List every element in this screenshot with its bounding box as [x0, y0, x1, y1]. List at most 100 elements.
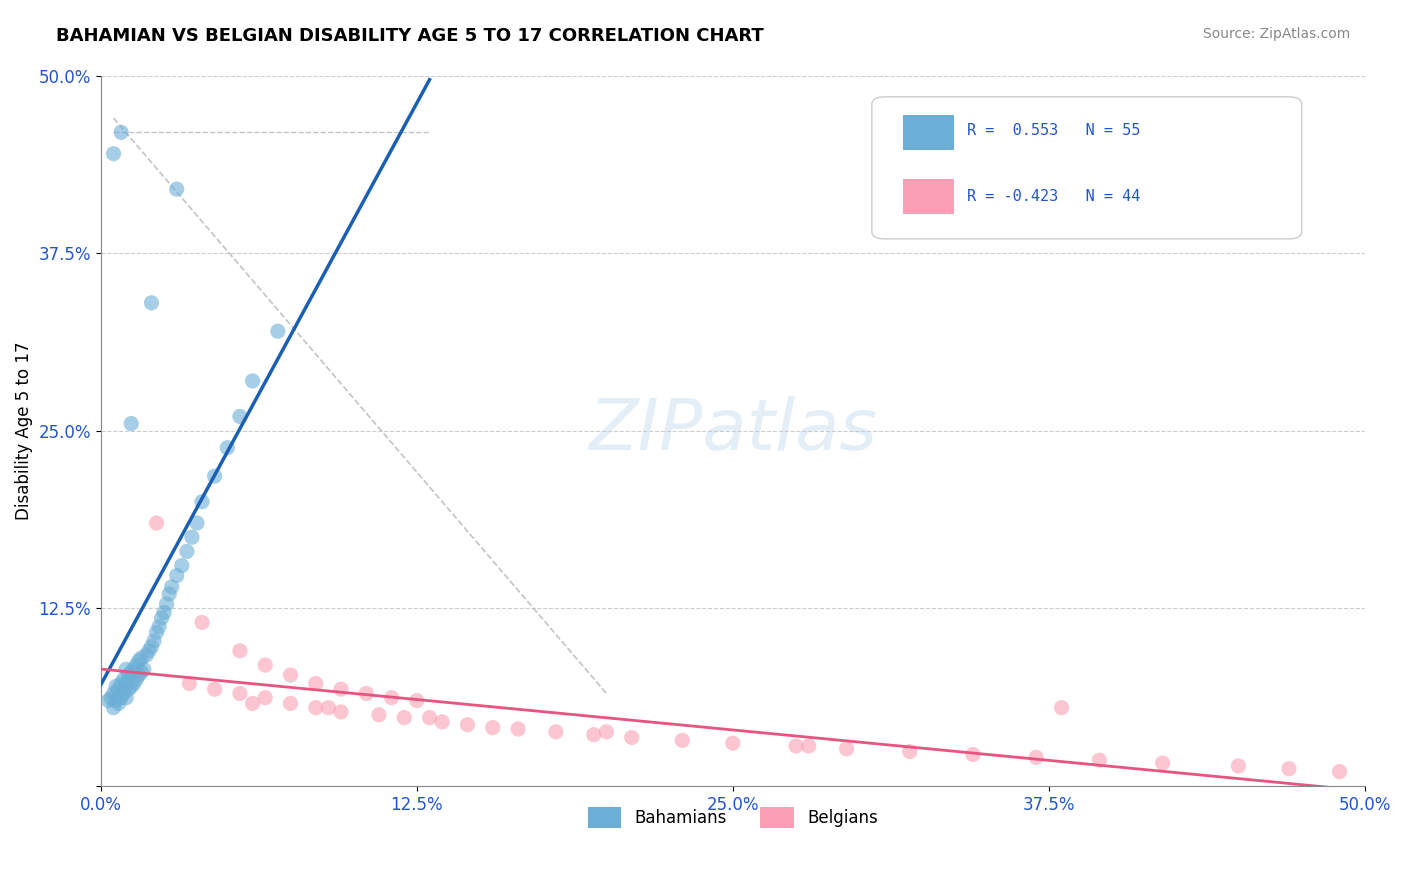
- Point: [204, 469, 226, 483]
- Point: [118, 682, 141, 697]
- Y-axis label: Disability Age 5 to 17: Disability Age 5 to 17: [15, 342, 32, 520]
- Point: [135, 648, 157, 662]
- Point: [721, 736, 744, 750]
- Point: [110, 676, 132, 690]
- Point: [132, 662, 155, 676]
- Text: Source: ZipAtlas.com: Source: ZipAtlas.com: [1202, 27, 1350, 41]
- Text: R = -0.423   N = 44: R = -0.423 N = 44: [967, 189, 1140, 203]
- Point: [785, 739, 807, 753]
- Point: [145, 625, 167, 640]
- Point: [112, 672, 135, 686]
- Point: [1050, 700, 1073, 714]
- Point: [962, 747, 984, 762]
- Point: [582, 728, 605, 742]
- Point: [145, 516, 167, 530]
- Point: [186, 516, 208, 530]
- Point: [128, 668, 150, 682]
- Point: [166, 568, 188, 582]
- Point: [430, 714, 453, 729]
- Point: [107, 697, 129, 711]
- Point: [506, 722, 529, 736]
- Point: [544, 724, 567, 739]
- Point: [131, 651, 153, 665]
- Point: [418, 710, 440, 724]
- Point: [229, 686, 252, 700]
- Point: [1227, 759, 1250, 773]
- Point: [229, 644, 252, 658]
- Point: [1278, 762, 1301, 776]
- Point: [1152, 756, 1174, 770]
- Point: [330, 682, 353, 697]
- Point: [153, 606, 176, 620]
- Point: [138, 644, 160, 658]
- Point: [131, 665, 153, 680]
- Point: [179, 676, 201, 690]
- Text: R =  0.553   N = 55: R = 0.553 N = 55: [967, 123, 1140, 138]
- Point: [150, 611, 173, 625]
- Point: [120, 665, 142, 680]
- Point: [103, 146, 125, 161]
- Point: [406, 693, 429, 707]
- Point: [115, 690, 138, 705]
- Point: [595, 724, 617, 739]
- Point: [103, 700, 125, 714]
- Point: [166, 182, 188, 196]
- Point: [107, 682, 129, 697]
- Point: [156, 597, 179, 611]
- Bar: [904, 114, 955, 150]
- Point: [1088, 753, 1111, 767]
- Point: [456, 717, 478, 731]
- Bar: [904, 178, 955, 214]
- Point: [115, 676, 138, 690]
- Point: [229, 409, 252, 424]
- Point: [120, 417, 142, 431]
- Point: [122, 676, 145, 690]
- Point: [148, 620, 170, 634]
- Point: [112, 686, 135, 700]
- Point: [254, 690, 277, 705]
- Point: [103, 686, 125, 700]
- Text: ZIPatlas: ZIPatlas: [588, 396, 877, 465]
- Point: [118, 668, 141, 682]
- Point: [141, 295, 163, 310]
- Point: [110, 125, 132, 139]
- Point: [204, 682, 226, 697]
- FancyBboxPatch shape: [872, 97, 1302, 239]
- Point: [280, 697, 302, 711]
- Point: [305, 700, 328, 714]
- Point: [125, 658, 148, 673]
- Point: [394, 710, 416, 724]
- Point: [191, 494, 214, 508]
- Point: [100, 690, 122, 705]
- Point: [356, 686, 378, 700]
- Point: [671, 733, 693, 747]
- Point: [381, 690, 404, 705]
- Point: [143, 633, 166, 648]
- Point: [242, 697, 264, 711]
- Point: [835, 742, 858, 756]
- Text: BAHAMIAN VS BELGIAN DISABILITY AGE 5 TO 17 CORRELATION CHART: BAHAMIAN VS BELGIAN DISABILITY AGE 5 TO …: [56, 27, 763, 45]
- Point: [242, 374, 264, 388]
- Point: [318, 700, 340, 714]
- Point: [1329, 764, 1351, 779]
- Point: [254, 658, 277, 673]
- Point: [305, 676, 328, 690]
- Point: [115, 662, 138, 676]
- Point: [157, 587, 180, 601]
- Point: [267, 324, 290, 338]
- Point: [176, 544, 198, 558]
- Point: [105, 693, 128, 707]
- Point: [217, 441, 239, 455]
- Point: [1025, 750, 1047, 764]
- Point: [620, 731, 643, 745]
- Point: [191, 615, 214, 630]
- Point: [97, 693, 120, 707]
- Point: [110, 690, 132, 705]
- Point: [481, 721, 503, 735]
- Point: [280, 668, 302, 682]
- Point: [122, 662, 145, 676]
- Point: [330, 705, 353, 719]
- Point: [120, 679, 142, 693]
- Point: [105, 679, 128, 693]
- Point: [128, 654, 150, 668]
